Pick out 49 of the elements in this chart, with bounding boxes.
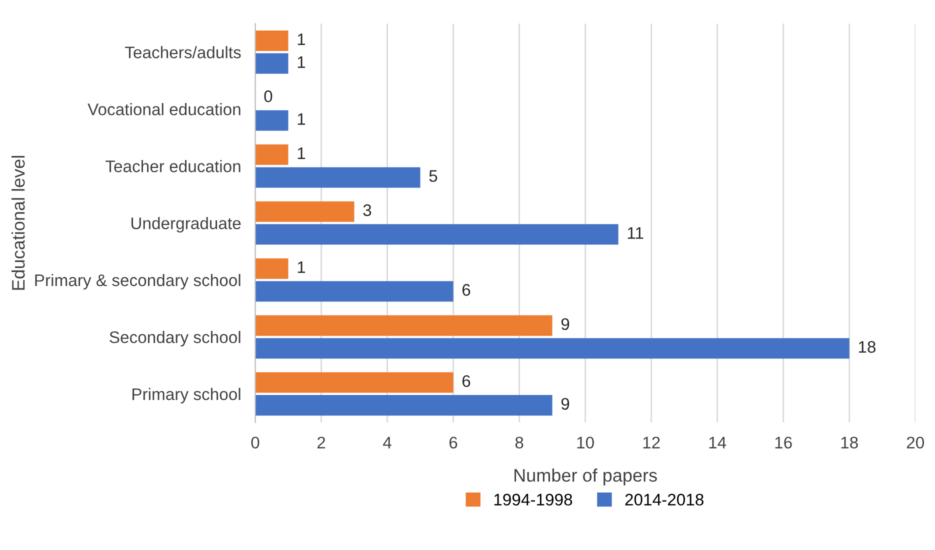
bar: [255, 110, 288, 131]
bar: [255, 167, 420, 188]
x-tick-label: 10: [577, 436, 594, 449]
y-tick-label: Teacher education: [106, 160, 240, 172]
x-axis-title: Number of papers: [514, 468, 657, 486]
data-label: 6: [462, 375, 470, 387]
legend-label: 1994-1998: [494, 494, 572, 506]
legend-label: 2014-2018: [625, 494, 704, 506]
bar: [255, 30, 288, 51]
x-tick-label: 14: [709, 436, 726, 448]
x-tick-label: 12: [643, 436, 660, 448]
x-tick-label: 8: [515, 436, 524, 449]
data-label: 9: [561, 318, 570, 330]
y-tick-label: Primary school: [132, 388, 240, 404]
bar: [255, 201, 354, 222]
y-tick-label: Secondary school: [110, 330, 240, 346]
bar: [255, 338, 850, 359]
data-label: 1: [298, 148, 306, 159]
bar: [255, 224, 618, 245]
x-tick-label: 20: [906, 436, 924, 449]
data-label: 11: [628, 227, 644, 239]
x-tick-label: 6: [450, 436, 458, 449]
bar: [255, 144, 288, 165]
y-axis-title: Educational level: [12, 156, 25, 290]
x-tick-label: 0: [251, 436, 260, 449]
bar: [255, 258, 288, 279]
data-label: 0: [264, 90, 272, 102]
bar: [255, 372, 454, 393]
data-label: 6: [462, 284, 470, 296]
data-label: 5: [429, 170, 438, 182]
y-tick-label: Teachers/adults: [125, 46, 241, 58]
data-label: 1: [298, 113, 306, 125]
x-tick-label: 4: [383, 436, 392, 448]
x-tick-label: 18: [841, 436, 858, 449]
x-tick-label: 2: [317, 436, 326, 448]
data-label: 18: [858, 341, 876, 353]
y-tick-label: Vocational education: [88, 103, 240, 116]
data-label: 1: [298, 261, 306, 273]
bar: [255, 53, 288, 74]
bar: [255, 395, 552, 416]
data-label: 1: [298, 34, 306, 46]
y-tick-label: Primary & secondary school: [35, 274, 240, 290]
data-label: 9: [561, 398, 570, 410]
data-label: 1: [298, 56, 306, 68]
bar: [255, 281, 454, 302]
y-tick-label: Undergraduate: [131, 216, 241, 233]
x-tick-label: 16: [775, 436, 792, 449]
bar: [255, 315, 552, 336]
data-label: 3: [363, 204, 372, 216]
